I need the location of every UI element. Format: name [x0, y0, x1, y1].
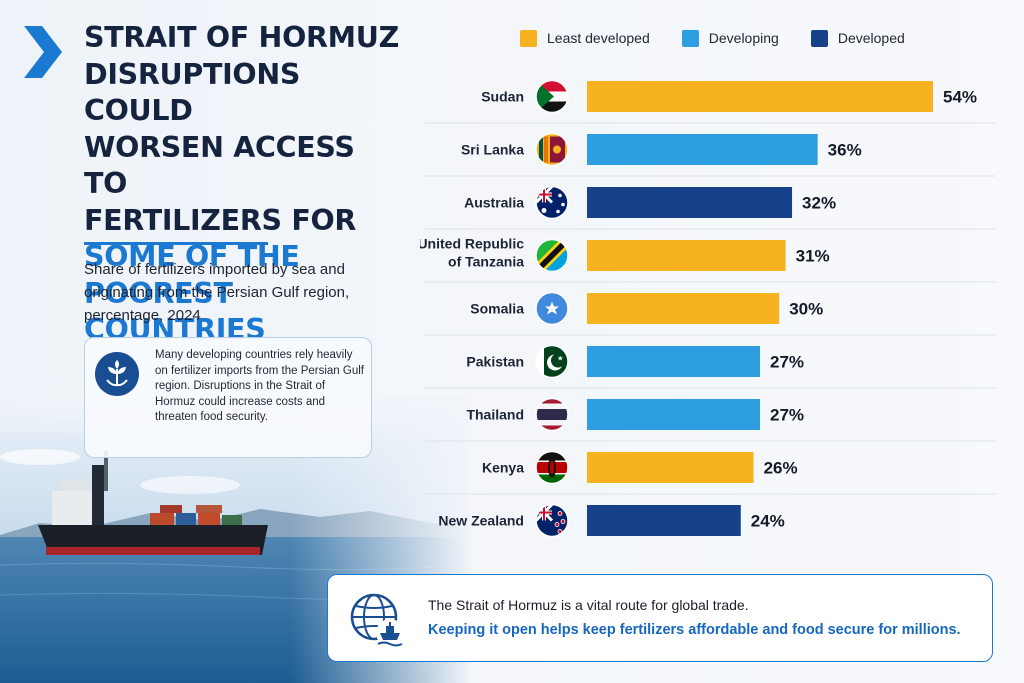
bottom-callout: The Strait of Hormuz is a vital route fo…: [327, 574, 993, 662]
title-line-accent: SOME OF THE: [84, 240, 300, 273]
chart-subtitle: Share of fertilizers imported by sea and…: [84, 261, 350, 324]
value-label: 32%: [802, 194, 836, 213]
value-label: 30%: [789, 300, 823, 319]
title-line: WORSEN ACCESS TO: [84, 130, 355, 201]
chevron-right-icon: [24, 26, 62, 78]
value-label: 24%: [751, 512, 785, 531]
bar: [587, 240, 786, 271]
title-line: DISRUPTIONS COULD: [84, 57, 301, 128]
flag-ring: [535, 238, 569, 273]
flag-ring: [535, 450, 569, 485]
value-label: 36%: [828, 141, 862, 160]
country-label-line: United Republic: [420, 236, 524, 252]
legend-item-developed: Developed: [810, 29, 905, 47]
tanzania-flag-icon: [535, 238, 569, 273]
flag-ring: [535, 291, 569, 326]
country-label: New Zealand: [438, 513, 524, 529]
pakistan-flag-icon: [535, 344, 569, 379]
country-label: Somalia: [470, 301, 524, 317]
flag-ring: [535, 344, 569, 379]
sudan-flag-icon: [535, 79, 569, 114]
country-label: Sri Lanka: [461, 142, 524, 158]
info-box: Many developing countries rely heavily o…: [84, 337, 372, 458]
country-label: Sudan: [481, 89, 524, 105]
value-label: 54%: [943, 88, 977, 107]
sri-lanka-flag-icon: [535, 132, 569, 167]
flag-ring: [535, 185, 569, 220]
bar: [587, 81, 933, 112]
legend-label: Developing: [708, 30, 779, 46]
legend-item-developing: Developing: [681, 29, 779, 47]
callout-highlight-text: Keeping it open helps keep fertilizers a…: [428, 622, 961, 638]
bar: [587, 452, 754, 483]
globe-ship-icon: [350, 593, 404, 647]
bar: [587, 134, 818, 165]
flag-ring: [535, 132, 569, 167]
country-label: United Republic of Tanzania: [420, 236, 524, 270]
bar: [587, 505, 741, 536]
country-label: Thailand: [466, 407, 524, 423]
legend-swatch: [520, 29, 537, 47]
chart-legend: Least developed Developing Developed: [520, 28, 937, 48]
info-text: Many developing countries rely heavily o…: [155, 349, 364, 423]
bar: [587, 293, 780, 324]
thailand-flag-icon: [535, 397, 569, 432]
value-label: 31%: [796, 247, 830, 266]
value-label: 27%: [770, 406, 804, 425]
legend-label: Least developed: [547, 30, 650, 46]
kenya-flag-icon: [535, 450, 569, 485]
title-line: FERTILIZERS FOR: [84, 203, 357, 237]
bar-chart: Sudan 54% Sri Lanka 36% Australia 32% United R…: [420, 79, 995, 538]
value-label: 26%: [764, 459, 798, 478]
legend-label: Developed: [837, 30, 905, 46]
callout-text: The Strait of Hormuz is a vital route fo…: [428, 597, 749, 613]
plant-sprout-icon: [95, 352, 139, 396]
country-label-line: of Tanzania: [448, 254, 524, 270]
country-label: Kenya: [482, 460, 524, 476]
country-label: Australia: [464, 195, 524, 211]
australia-flag-icon: [535, 185, 569, 220]
legend-swatch: [810, 29, 828, 47]
legend-item-least-developed: Least developed: [520, 29, 650, 47]
new-zealand-flag-icon: [535, 503, 569, 538]
bar: [587, 399, 760, 430]
flag-ring: [535, 503, 569, 538]
bar: [587, 346, 760, 377]
somalia-flag-icon: [535, 291, 569, 326]
flag-ring: [535, 397, 569, 432]
country-label: Pakistan: [466, 354, 524, 370]
flag-ring: [535, 79, 569, 114]
title-line: STRAIT OF HORMUZ: [84, 21, 399, 54]
value-label: 27%: [770, 353, 804, 372]
title-underline: [84, 242, 268, 245]
legend-swatch: [681, 29, 699, 47]
bar: [587, 187, 793, 218]
